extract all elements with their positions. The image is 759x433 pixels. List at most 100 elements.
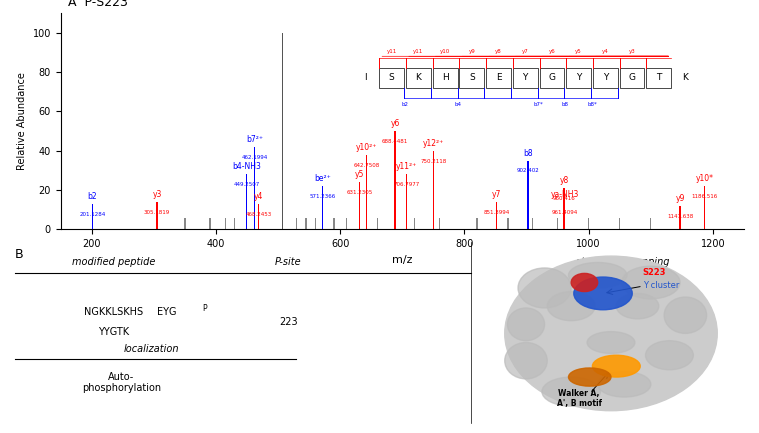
X-axis label: m/z: m/z (392, 255, 413, 265)
Text: Y: Y (522, 74, 528, 82)
Text: y11: y11 (414, 49, 424, 54)
Bar (254, 147, 255, 229)
Ellipse shape (592, 355, 641, 377)
Bar (333, 218, 335, 229)
Bar (513, 68, 537, 88)
Bar (282, 32, 283, 229)
Text: G: G (628, 74, 635, 82)
Ellipse shape (574, 277, 632, 310)
Ellipse shape (598, 372, 650, 397)
Text: EYG: EYG (157, 307, 177, 317)
Bar (439, 218, 440, 229)
Text: b4: b4 (455, 102, 462, 107)
Text: structural mapping: structural mapping (575, 256, 669, 267)
Text: 468.2453: 468.2453 (245, 212, 272, 217)
Text: y11: y11 (386, 49, 397, 54)
Text: y6: y6 (390, 119, 400, 128)
Text: b4-NH3: b4-NH3 (232, 162, 261, 171)
Ellipse shape (616, 294, 659, 319)
Text: y8: y8 (559, 176, 568, 185)
Bar (557, 218, 559, 229)
Text: P-site: P-site (275, 256, 302, 267)
Text: b2: b2 (402, 102, 408, 107)
Bar (209, 218, 210, 229)
Bar (507, 218, 509, 229)
Bar (563, 188, 565, 229)
Text: y10²⁺: y10²⁺ (356, 143, 377, 152)
Bar (593, 68, 618, 88)
Text: y11²⁺: y11²⁺ (396, 162, 417, 171)
Text: y5: y5 (355, 170, 364, 179)
Text: 631.2305: 631.2305 (346, 190, 373, 195)
Ellipse shape (571, 273, 598, 291)
Y-axis label: Relative Abundance: Relative Abundance (17, 72, 27, 170)
Ellipse shape (568, 368, 611, 386)
Bar (528, 161, 529, 229)
Bar (366, 155, 367, 229)
Bar (380, 68, 404, 88)
Text: y10*: y10* (695, 174, 713, 183)
Text: S: S (469, 74, 474, 82)
Ellipse shape (645, 341, 694, 370)
Text: y5: y5 (575, 49, 582, 54)
Text: y9: y9 (676, 194, 685, 203)
Text: ya-NH3: ya-NH3 (550, 190, 579, 199)
Text: S223: S223 (643, 268, 666, 277)
Text: b2: b2 (87, 192, 97, 201)
Text: y3: y3 (628, 49, 635, 54)
Text: localization: localization (124, 344, 180, 354)
Text: 1186.516: 1186.516 (691, 194, 717, 199)
Bar (322, 186, 323, 229)
Text: Y: Y (576, 74, 581, 82)
Text: Y: Y (603, 74, 608, 82)
Text: 223: 223 (279, 317, 298, 327)
Text: G: G (549, 74, 556, 82)
Text: Y cluster: Y cluster (643, 281, 679, 290)
Text: y6: y6 (549, 49, 556, 54)
Text: 201.1284: 201.1284 (80, 212, 106, 217)
Text: y8: y8 (495, 49, 502, 54)
Text: y4: y4 (254, 192, 263, 201)
Bar (406, 68, 431, 88)
Bar (225, 218, 226, 229)
Text: y7: y7 (522, 49, 528, 54)
Text: b8*: b8* (587, 102, 597, 107)
Text: modified peptide: modified peptide (72, 256, 156, 267)
Text: b8: b8 (562, 102, 568, 107)
Text: y9: y9 (468, 49, 475, 54)
Text: P: P (203, 304, 207, 313)
Text: y4: y4 (602, 49, 609, 54)
Text: E: E (496, 74, 502, 82)
Bar (486, 68, 511, 88)
Bar (619, 218, 620, 229)
Bar (679, 206, 681, 229)
Bar (496, 202, 497, 229)
Bar (395, 131, 396, 229)
Bar (587, 218, 589, 229)
Text: S: S (389, 74, 395, 82)
Ellipse shape (568, 262, 627, 288)
Bar (314, 218, 316, 229)
Bar (459, 68, 484, 88)
Bar (246, 174, 247, 229)
Bar (650, 218, 651, 229)
Bar (619, 68, 644, 88)
Ellipse shape (505, 256, 717, 410)
Text: 902.402: 902.402 (517, 168, 540, 174)
Text: 1147.638: 1147.638 (667, 214, 694, 219)
Bar (406, 174, 408, 229)
Bar (359, 182, 361, 229)
Bar (184, 218, 186, 229)
Text: K: K (415, 74, 421, 82)
Text: 750.2118: 750.2118 (420, 158, 446, 164)
Text: Auto-
phosphorylation: Auto- phosphorylation (82, 372, 161, 393)
Text: B: B (15, 248, 24, 261)
Text: Walker A,
A', B motif: Walker A, A', B motif (556, 389, 602, 408)
Bar (305, 218, 307, 229)
Ellipse shape (587, 332, 635, 353)
Text: b7²⁺: b7²⁺ (246, 135, 263, 144)
Bar (476, 218, 477, 229)
Text: 961.4094: 961.4094 (552, 210, 578, 215)
Bar (704, 186, 705, 229)
Bar (296, 218, 298, 229)
